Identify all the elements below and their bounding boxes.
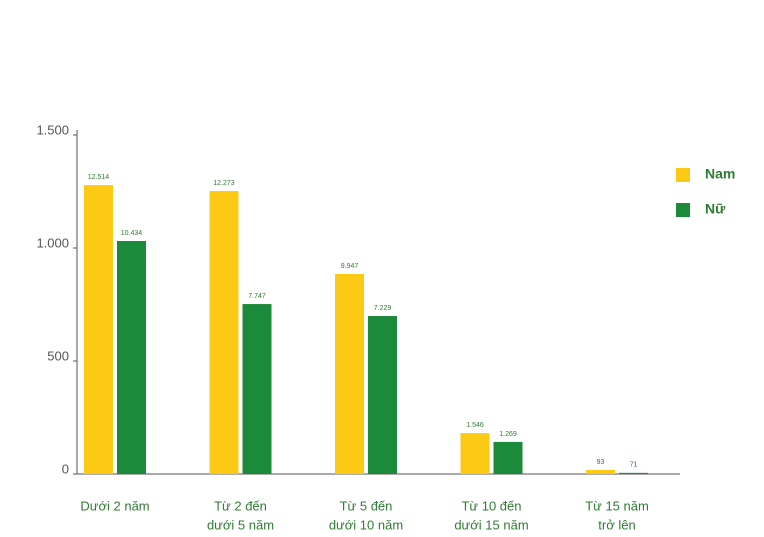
bar [209,191,239,474]
y-tick-label: 0 [62,461,69,476]
y-tick-label: 1.500 [36,122,69,137]
data-label: 1.269 [499,431,517,438]
bar [117,240,146,474]
bar [619,472,648,474]
bar [368,316,397,474]
legend-label: Nam [705,166,735,182]
bar [335,273,364,474]
x-tick-label: dưới 15 năm [454,517,528,532]
x-tick-label: Dưới 2 năm [80,498,149,513]
data-label: 93 [597,459,605,466]
data-label: 12.273 [213,180,235,187]
x-tick-label: Từ 15 năm [585,498,649,513]
x-tick-label: trở lên [598,517,635,532]
x-tick-label: Từ 2 đến [214,498,267,513]
y-tick-label: 500 [47,348,69,363]
x-tick-label: dưới 10 năm [329,517,403,532]
legend-label: Nữ [705,201,726,217]
y-tick-label: 1.000 [36,235,69,250]
legend-swatch [676,203,690,217]
data-label: 7.747 [248,293,266,300]
x-tick-label: Từ 10 đến [461,498,521,513]
data-label: 1.546 [466,422,484,429]
x-tick-label: Từ 5 đến [340,498,393,513]
data-label: 10.434 [121,230,143,237]
bar [242,304,272,474]
data-label: 71 [630,462,638,469]
data-label: 9.947 [341,263,359,270]
data-label: 12.514 [88,174,110,181]
bar [586,469,615,474]
legend-swatch [676,168,690,182]
bar [84,185,113,474]
x-tick-label: dưới 5 năm [207,517,274,532]
bar [460,433,490,474]
bar [493,441,523,474]
data-label: 7.229 [374,305,392,312]
